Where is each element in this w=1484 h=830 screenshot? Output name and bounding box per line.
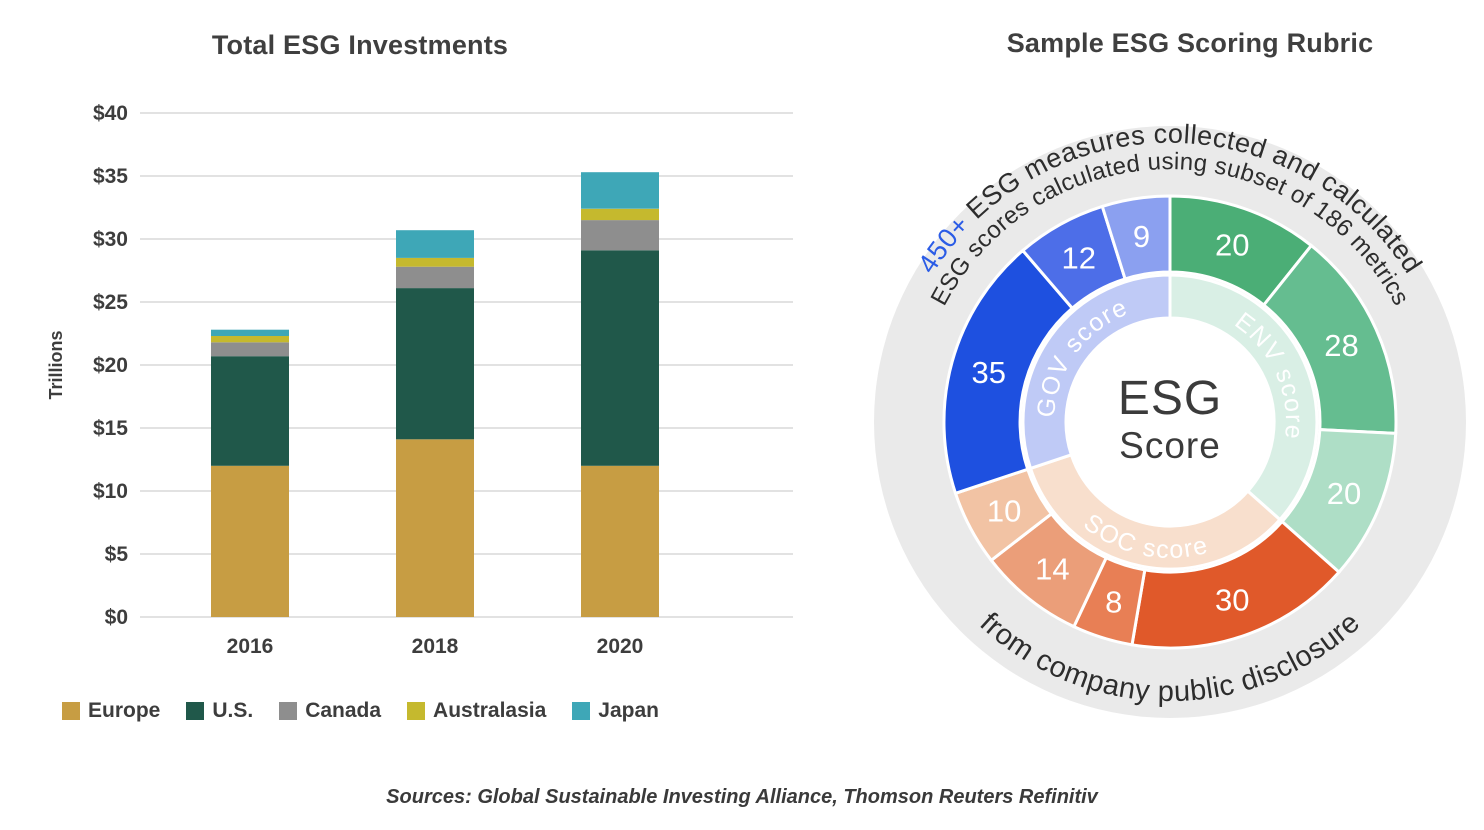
legend-label: U.S. <box>212 699 254 722</box>
bar-chart-legend: Europe U.S. Canada Australasia Japan <box>62 699 659 723</box>
y-tick-label: $40 <box>93 102 128 125</box>
segment-value-label: 30 <box>1215 582 1249 617</box>
donut-segment <box>1100 194 1172 281</box>
legend-swatch <box>62 702 80 720</box>
bar-segment <box>211 329 289 336</box>
y-tick-label: $10 <box>93 480 128 503</box>
y-tick-label: $20 <box>93 354 128 377</box>
legend-label: Canada <box>305 699 382 722</box>
segment-value-label: 8 <box>1105 584 1122 619</box>
total-esg-investments-chart: $0 $5 $10 $15 $20 $25 $30 $35 $40 Trillions 2016 20… <box>46 102 793 658</box>
legend-item: Japan <box>572 699 659 723</box>
legend-label: Australasia <box>433 699 547 722</box>
legend-swatch <box>572 702 591 720</box>
sources-note: Sources: Global Sustainable Investing Al… <box>386 786 1098 808</box>
y-tick-label: $15 <box>93 417 128 440</box>
donut-chart-title: Sample ESG Scoring Rubric <box>1006 28 1374 58</box>
segment-value-label: 9 <box>1133 219 1150 254</box>
bar-segment <box>396 439 474 617</box>
bar-segment <box>581 172 659 209</box>
legend-item: Europe <box>62 699 160 723</box>
segment-value-label: 20 <box>1215 228 1249 263</box>
y-tick-label: $35 <box>93 165 128 188</box>
bar-segment <box>211 465 289 617</box>
legend-swatch <box>186 702 205 720</box>
y-tick-label: $5 <box>105 543 129 566</box>
legend-label: Europe <box>88 699 161 722</box>
segment-value-label: 35 <box>972 355 1006 390</box>
segment-value-label: 20 <box>1327 476 1361 511</box>
bar-segment <box>581 465 659 617</box>
bar-segment <box>396 257 474 267</box>
bar-segment <box>581 220 659 251</box>
bar-segment <box>211 342 289 357</box>
bar-segment <box>396 288 474 440</box>
segment-value-label: 12 <box>1062 241 1096 276</box>
legend-swatch <box>407 702 426 720</box>
legend-item: Canada <box>279 699 381 723</box>
legend-label: Japan <box>598 699 659 722</box>
x-tick-label: 2016 <box>227 635 274 658</box>
bar-segment <box>396 266 474 289</box>
bar-segment <box>396 230 474 258</box>
bar-segment <box>581 250 659 466</box>
bar-segment <box>211 356 289 466</box>
y-tick-label: $25 <box>93 291 128 314</box>
legend-swatch <box>279 702 298 720</box>
bar-segment <box>581 208 659 221</box>
segment-value-label: 28 <box>1324 328 1358 363</box>
legend-item: Australasia <box>407 699 546 723</box>
bar-segment <box>211 336 289 343</box>
y-axis-title: Trillions <box>46 330 66 399</box>
segment-value-label: 10 <box>987 493 1021 528</box>
legend-item: U.S. <box>186 699 253 723</box>
center-label-line1: ESG <box>1118 372 1222 425</box>
y-tick-label: $30 <box>93 228 128 251</box>
segment-value-label: 14 <box>1035 552 1069 587</box>
bar-chart-title: Total ESG Investments <box>211 30 509 60</box>
center-label-line2: Score <box>1119 425 1221 466</box>
donut-center <box>1066 318 1274 526</box>
x-tick-label: 2018 <box>412 635 459 658</box>
y-tick-label: $0 <box>105 606 128 629</box>
x-tick-label: 2020 <box>597 635 644 658</box>
